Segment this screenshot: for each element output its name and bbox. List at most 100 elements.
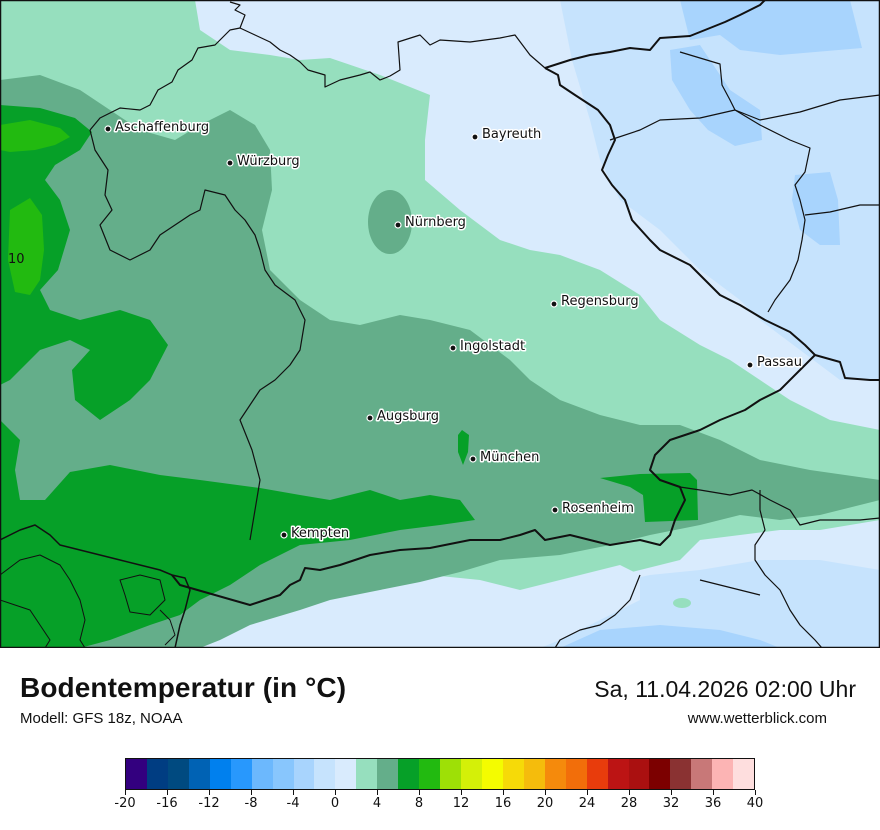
legend-tick	[712, 790, 714, 795]
legend-tick-label: 32	[662, 796, 680, 811]
svg-text:Aschaffenburg: Aschaffenburg	[115, 120, 209, 135]
legend-swatch	[126, 759, 147, 789]
zone-8-10-w	[8, 198, 44, 295]
zone-6-8-west	[0, 105, 168, 420]
legend-tick	[208, 790, 210, 795]
zone-minus4-minus2-se	[560, 625, 780, 648]
zone-minus4-minus2-ne2	[670, 45, 762, 146]
city-aschaffenburg: Aschaffenburg	[104, 119, 211, 137]
legend-swatch	[649, 759, 671, 789]
legend-tick	[166, 790, 168, 795]
legend-swatch	[251, 759, 273, 789]
svg-text:Ingolstadt: Ingolstadt	[460, 339, 525, 354]
legend-tick	[292, 790, 294, 795]
legend-tick-label: -16	[156, 796, 178, 811]
legend-swatch	[586, 759, 608, 789]
legend-tick-label: 4	[372, 796, 382, 811]
legend-tick	[628, 790, 630, 795]
legend-tick-label: -20	[114, 796, 136, 811]
svg-text:Würzburg: Würzburg	[237, 154, 300, 169]
svg-text:Rosenheim: Rosenheim	[562, 501, 634, 516]
legend-swatch	[188, 759, 210, 789]
legend-swatch	[272, 759, 294, 789]
legend-tick	[502, 790, 504, 795]
city-rosenheim: Rosenheim	[551, 500, 635, 518]
legend-swatch	[419, 759, 441, 789]
legend-swatch	[733, 759, 755, 789]
borders	[0, 0, 880, 648]
legend-tick	[418, 790, 420, 795]
legend-swatch	[544, 759, 566, 789]
city-ingolstadt: Ingolstadt	[449, 338, 527, 356]
legend-swatch	[314, 759, 336, 789]
legend-swatch	[293, 759, 315, 789]
zone-2-4-spot	[673, 598, 691, 608]
legend-swatch	[461, 759, 482, 789]
legend-swatch	[712, 759, 734, 789]
legend-swatch	[440, 759, 461, 789]
svg-text:Kempten: Kempten	[291, 526, 349, 541]
legend-tick	[754, 790, 756, 795]
city-nuernberg: Nürnberg	[394, 214, 467, 232]
legend-tick-label: -8	[244, 796, 258, 811]
legend-tick-label: 12	[452, 796, 470, 811]
legend-tick-label: -4	[286, 796, 300, 811]
legend-tick-label: 40	[746, 796, 764, 811]
zone-6-8-muenchen	[458, 430, 469, 465]
city-muenchen: München	[469, 449, 541, 467]
legend-tick-label: 20	[536, 796, 554, 811]
legend-swatch	[565, 759, 587, 789]
legend-tick	[544, 790, 546, 795]
zone-4-6-nuernberg	[368, 190, 412, 254]
city-kempten: Kempten	[280, 525, 351, 543]
zone-minus2-0-se	[510, 560, 880, 648]
legend-tick	[586, 790, 588, 795]
legend-tick-label: 8	[414, 796, 424, 811]
legend-swatch	[628, 759, 650, 789]
svg-text:Nürnberg: Nürnberg	[405, 215, 466, 230]
legend-swatch	[377, 759, 399, 789]
legend-tick	[376, 790, 378, 795]
website-url: www.wetterblick.com	[687, 710, 827, 727]
svg-text:Passau: Passau	[757, 355, 802, 370]
legend-swatch	[209, 759, 231, 789]
legend-tick	[670, 790, 672, 795]
legend-swatch	[670, 759, 692, 789]
legend-tick	[250, 790, 252, 795]
svg-text:Regensburg: Regensburg	[561, 294, 639, 309]
city-bayreuth: Bayreuth	[471, 126, 543, 144]
svg-text:München: München	[480, 450, 539, 465]
legend-tick-label: 28	[620, 796, 638, 811]
model-info: Modell: GFS 18z, NOAA	[20, 710, 183, 727]
city-passau: Passau	[746, 354, 803, 372]
color-legend	[125, 758, 755, 790]
legend-swatch	[146, 759, 168, 789]
legend-tick-label: 36	[704, 796, 722, 811]
city-wuerzburg: Würzburg	[226, 153, 301, 171]
zone-6-8-south	[0, 420, 475, 648]
forecast-datetime: Sa, 11.04.2026 02:00 Uhr	[594, 676, 856, 702]
contour-label-10: 10	[8, 252, 25, 267]
legend-swatch	[356, 759, 378, 789]
legend-tick-label: 24	[578, 796, 596, 811]
zone-minus4-minus2-ne1	[680, 0, 862, 55]
legend-swatch	[607, 759, 629, 789]
city-augsburg: Augsburg	[366, 408, 441, 426]
zone-minus2-0-ne	[560, 0, 880, 380]
legend-swatch	[335, 759, 357, 789]
legend-tick-label: 16	[494, 796, 512, 811]
legend-swatch	[523, 759, 545, 789]
legend-swatch	[502, 759, 524, 789]
legend-tick	[124, 790, 126, 795]
legend-swatch	[230, 759, 252, 789]
svg-text:Augsburg: Augsburg	[377, 409, 439, 424]
temperature-map: 10 Aschaffenburg Würzburg Bayreuth Nürnb…	[0, 0, 880, 648]
legend-swatch	[167, 759, 189, 789]
zone-8-10-nw	[0, 120, 70, 152]
zone-0-2-alps	[190, 565, 640, 648]
svg-text:Bayreuth: Bayreuth	[482, 127, 541, 142]
page-title: Bodentemperatur (in °C)	[20, 672, 347, 703]
legend-tick-label: -12	[198, 796, 220, 811]
legend-ticks: -20 -16 -12 -8 -4 0 4 8 12 16 20 24 28 32 36 40	[114, 790, 763, 820]
legend-tick	[334, 790, 336, 795]
